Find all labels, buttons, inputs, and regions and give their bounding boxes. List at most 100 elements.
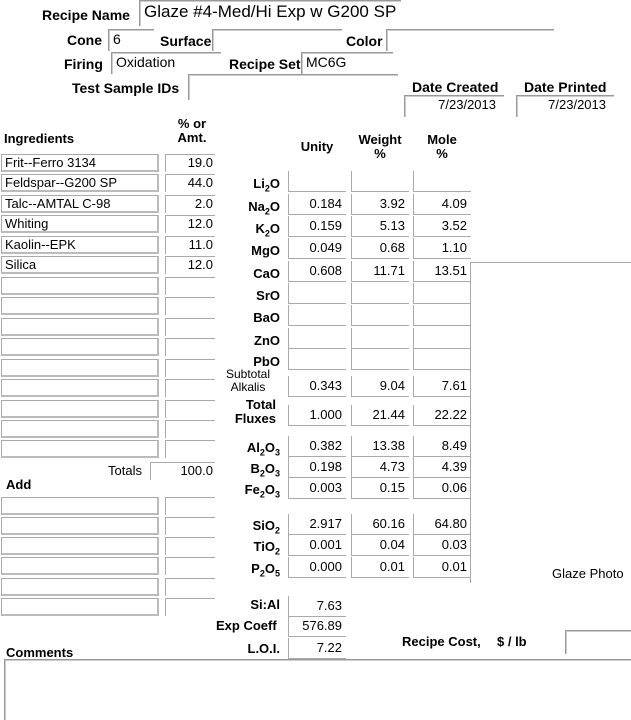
recipe-name-field[interactable]: Glaze #4-Med/Hi Exp w G200 SP &	[139, 0, 401, 26]
oxide-label: SiO2	[252, 518, 280, 536]
ingredient-name-field[interactable]: Frit--Ferro 3134	[1, 154, 159, 172]
total-fluxes-weight: 21.44	[351, 405, 409, 426]
ingredient-name-field[interactable]: Kaolin--EPK	[1, 236, 159, 254]
mole-cell: 0.01	[413, 557, 471, 578]
mole-cell: 64.80	[413, 514, 471, 535]
ingredient-amount-field[interactable]	[165, 277, 215, 295]
ingredient-amount-field[interactable]	[165, 318, 215, 336]
mole-cell	[413, 349, 471, 370]
add-ingredient-amount-field[interactable]	[165, 557, 215, 575]
oxide-label: TiO2	[253, 539, 280, 557]
ingredient-name-field[interactable]	[1, 420, 159, 438]
subtotal-alkalis-label: Subtotal Alkalis	[225, 367, 271, 394]
mole-cell: 0.03	[413, 535, 471, 556]
unity-cell	[288, 283, 346, 304]
ingredient-amount-field[interactable]	[165, 400, 215, 418]
cost-unit-label: $ / lb	[497, 634, 527, 649]
unity-cell: 0.608	[288, 261, 346, 282]
oxide-label: MgO	[251, 243, 280, 258]
ingredient-amount-field[interactable]: 19.0	[165, 154, 215, 172]
weight-cell: 4.73	[351, 457, 409, 478]
ingredient-amount-field[interactable]: 2.0	[165, 195, 215, 213]
ingredient-amount-field[interactable]	[165, 440, 215, 458]
unity-cell: 0.382	[288, 436, 346, 457]
weight-cell: 5.13	[351, 216, 409, 237]
ingredient-amount-field[interactable]	[165, 338, 215, 356]
add-label: Add	[6, 477, 32, 492]
oxide-label: Fe2O3	[244, 482, 280, 500]
firing-field[interactable]: Oxidation	[111, 52, 221, 74]
weight-cell	[351, 171, 409, 192]
ingredient-name-field[interactable]	[1, 359, 159, 377]
ingredient-amount-field[interactable]	[165, 379, 215, 397]
cone-field[interactable]: 6	[108, 29, 154, 51]
comments-field[interactable]	[4, 659, 631, 720]
oxide-label: BaO	[253, 310, 280, 325]
add-ingredient-amount-field[interactable]	[165, 578, 215, 596]
weight-cell: 0.15	[351, 478, 409, 499]
weight-cell: 11.71	[351, 261, 409, 282]
unity-cell: 0.198	[288, 457, 346, 478]
unity-cell: 0.184	[288, 194, 346, 215]
ingredient-amount-field[interactable]: 12.0	[165, 256, 215, 274]
unity-cell	[288, 328, 346, 349]
add-ingredient-name-field[interactable]	[1, 578, 159, 596]
ingredient-name-field[interactable]	[1, 297, 159, 315]
color-field[interactable]	[386, 29, 554, 51]
ingredient-name-field[interactable]	[1, 440, 159, 458]
oxide-label: Li2O	[253, 176, 280, 194]
ingredient-name-field[interactable]	[1, 277, 159, 295]
add-ingredient-amount-field[interactable]	[165, 598, 215, 616]
mole-cell	[413, 305, 471, 326]
mole-heading: Mole %	[427, 132, 457, 161]
date-created-field[interactable]: 7/23/2013	[404, 95, 504, 117]
totals-label: Totals	[108, 463, 142, 478]
total-fluxes-unity: 1.000	[288, 405, 346, 426]
ingredient-amount-field[interactable]: 11.0	[165, 236, 215, 254]
recipe-cost-field[interactable]	[565, 630, 631, 654]
unity-cell	[288, 305, 346, 326]
unity-cell: 0.049	[288, 238, 346, 259]
recipe-set-label: Recipe Set	[229, 56, 301, 72]
add-ingredient-name-field[interactable]	[1, 598, 159, 616]
weight-cell: 13.38	[351, 436, 409, 457]
unity-cell: 0.000	[288, 557, 346, 578]
unity-cell	[288, 349, 346, 370]
ingredient-name-field[interactable]	[1, 400, 159, 418]
ingredient-amount-field[interactable]	[165, 359, 215, 377]
add-ingredient-name-field[interactable]	[1, 557, 159, 575]
oxide-label: K2O	[255, 221, 280, 239]
mole-cell: 13.51	[413, 261, 471, 282]
exp-coeff-value: 576.89	[288, 616, 346, 637]
surface-field[interactable]	[212, 29, 342, 51]
ingredient-amount-field[interactable]: 44.0	[165, 174, 215, 192]
ingredient-name-field[interactable]	[1, 318, 159, 336]
recipe-set-field[interactable]: MC6G	[301, 52, 393, 74]
loi-value: 7.22	[288, 638, 346, 659]
oxide-label: CaO	[253, 266, 280, 281]
total-fluxes-label: Total Fluxes	[234, 397, 276, 426]
add-ingredient-name-field[interactable]	[1, 537, 159, 555]
ingredient-name-field[interactable]	[1, 379, 159, 397]
date-printed-field[interactable]: 7/23/2013	[516, 95, 614, 117]
weight-cell	[351, 283, 409, 304]
ingredient-name-field[interactable]: Whiting	[1, 215, 159, 233]
ingredient-name-field[interactable]: Feldspar--G200 SP	[1, 174, 159, 192]
add-ingredient-name-field[interactable]	[1, 497, 159, 515]
add-ingredient-name-field[interactable]	[1, 517, 159, 535]
test-ids-field[interactable]	[188, 74, 398, 100]
oxide-label: ZnO	[254, 333, 280, 348]
add-ingredient-amount-field[interactable]	[165, 497, 215, 515]
ingredients-heading: Ingredients	[4, 131, 75, 146]
add-ingredient-amount-field[interactable]	[165, 537, 215, 555]
firing-label: Firing	[64, 56, 103, 72]
weight-cell: 0.04	[351, 535, 409, 556]
add-ingredient-amount-field[interactable]	[165, 517, 215, 535]
ingredient-name-field[interactable]: Talc--AMTAL C-98	[1, 195, 159, 213]
ingredient-amount-field[interactable]	[165, 420, 215, 438]
ingredient-amount-field[interactable]: 12.0	[165, 215, 215, 233]
ingredient-name-field[interactable]	[1, 338, 159, 356]
loi-label: L.O.I.	[247, 641, 281, 656]
ingredient-amount-field[interactable]	[165, 297, 215, 315]
ingredient-name-field[interactable]: Silica	[1, 256, 159, 274]
